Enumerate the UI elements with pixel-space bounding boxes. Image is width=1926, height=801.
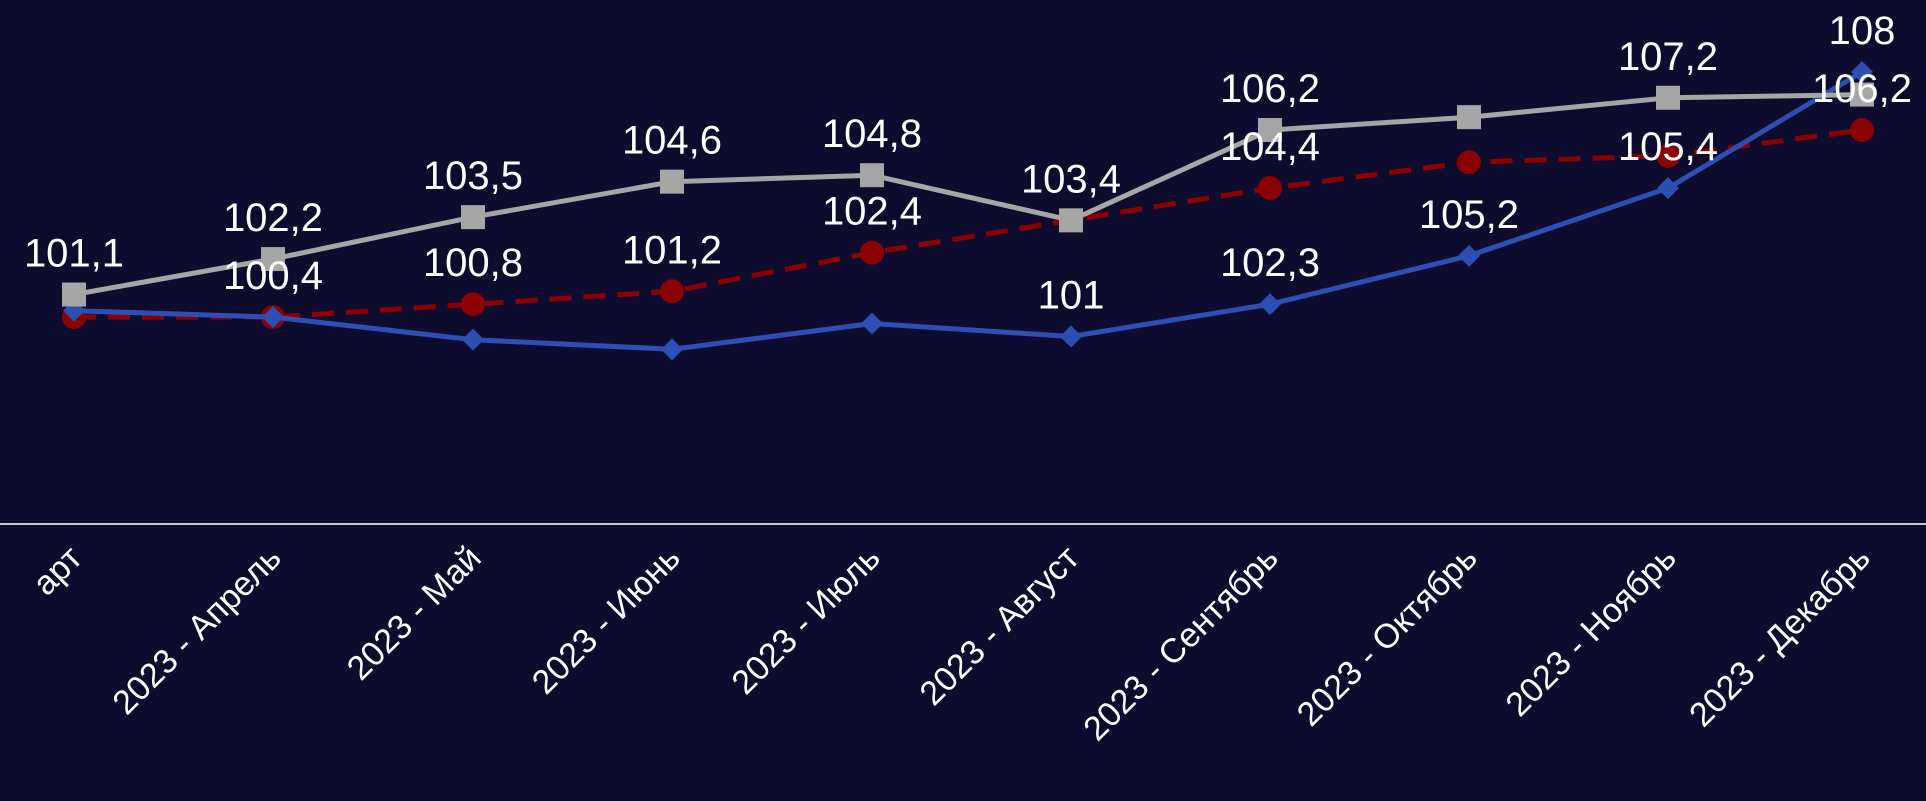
data-label: 105,4 — [1618, 125, 1718, 169]
data-point — [1850, 82, 1874, 107]
series-line-0 — [73, 69, 1864, 352]
series-line-2 — [74, 127, 1863, 320]
data-label: 104,8 — [822, 112, 922, 156]
data-label: 100,4 — [223, 254, 323, 298]
data-point — [1851, 61, 1873, 83]
data-label: 101,1 — [24, 232, 124, 276]
data-point — [1259, 293, 1281, 316]
data-point — [461, 292, 485, 317]
data-point — [1457, 105, 1481, 130]
data-label: 101 — [1038, 273, 1105, 317]
data-label: 101,2 — [622, 228, 722, 272]
series-line-1 — [73, 92, 1863, 297]
data-point — [1060, 325, 1082, 348]
data-label: 104,4 — [1220, 125, 1320, 169]
data-label: 105,2 — [1419, 193, 1519, 237]
data-point — [261, 247, 285, 272]
data-point — [461, 205, 485, 230]
data-label: 100,8 — [423, 241, 523, 285]
data-point — [660, 279, 684, 304]
data-point — [1656, 143, 1680, 168]
data-point — [1258, 118, 1282, 143]
data-label: 103,5 — [423, 154, 523, 198]
data-point — [262, 306, 284, 329]
series-1 — [62, 82, 1874, 307]
value-label-layer: 100,4 100,8 101,2 102,4 104,4 106,2 101 102,3 10… — [24, 9, 1912, 317]
data-label: 107,2 — [1618, 35, 1718, 79]
data-point — [660, 169, 684, 194]
data-label: 104,6 — [622, 119, 722, 163]
data-label: 108 — [1829, 9, 1896, 53]
data-point — [62, 282, 86, 307]
data-label: 106,2 — [1220, 67, 1320, 111]
data-point — [861, 312, 883, 335]
data-point — [1258, 176, 1282, 201]
data-label: 106,2 — [1812, 67, 1912, 111]
data-point — [462, 328, 484, 351]
series-layer — [62, 61, 1874, 361]
data-point — [1656, 85, 1680, 110]
data-point — [1657, 177, 1679, 200]
data-label: 103,4 — [1021, 157, 1121, 201]
data-point — [661, 338, 683, 361]
data-label: 102,2 — [223, 196, 323, 240]
data-point — [860, 240, 884, 265]
data-label: 102,4 — [822, 190, 922, 234]
data-point — [1059, 208, 1083, 233]
data-label: 102,3 — [1220, 241, 1320, 285]
data-point — [1850, 118, 1874, 143]
data-point — [1458, 244, 1480, 267]
data-point — [860, 163, 884, 188]
data-point — [1457, 150, 1481, 175]
